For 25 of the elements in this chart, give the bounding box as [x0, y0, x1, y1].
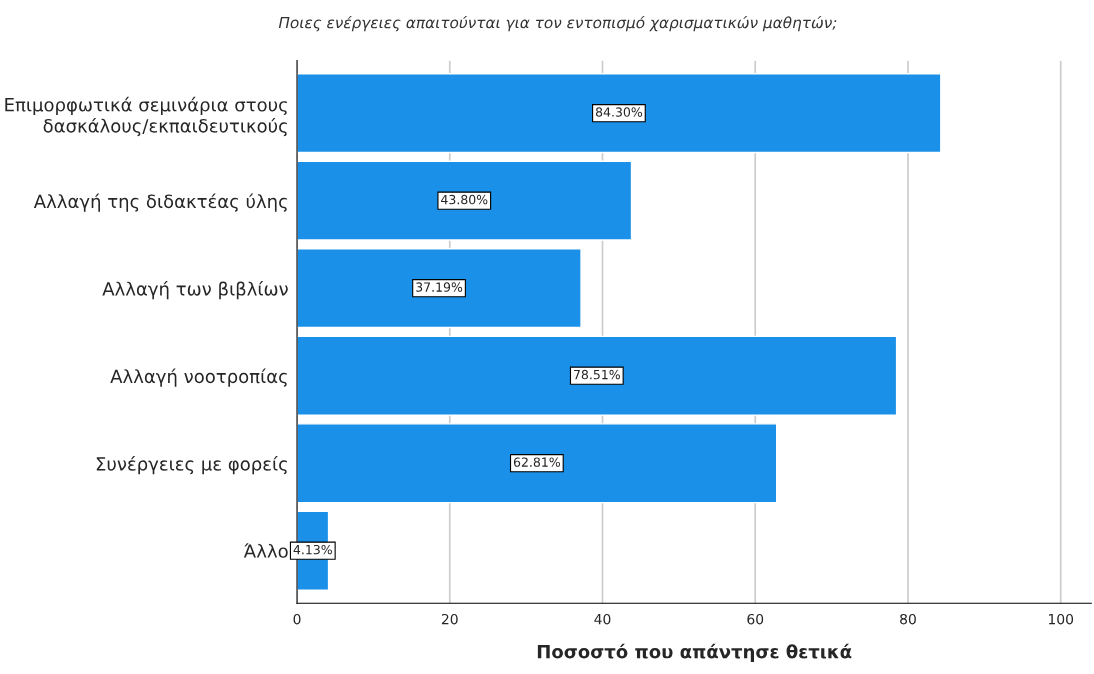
data-label: 62.81%: [513, 457, 560, 467]
y-tick-label: Αλλαγή των βιβλίων: [102, 280, 288, 300]
bar: [297, 335, 898, 416]
x-tick-label: 80: [900, 613, 916, 625]
data-label: 43.80%: [441, 194, 488, 205]
x-tick-label: 0: [293, 613, 301, 625]
x-tick-label: 100: [1048, 613, 1074, 625]
y-tick-label: Συνέργειες με φορείς: [96, 455, 287, 475]
bar: [297, 73, 942, 154]
x-axis-title: Ποσοστό που απάντησε θετικά: [537, 643, 852, 662]
x-tick-label: 20: [441, 613, 458, 625]
bar: [297, 423, 778, 504]
y-tick-label: Επιμορφωτικά σεμινάρια στους δασκάλους/εκπαιδευτικούς: [5, 96, 287, 137]
bar: [297, 248, 582, 329]
y-tick-label: Άλλο: [243, 543, 288, 558]
y-tick-label: Αλλαγή της διδακτέας ύλης: [33, 193, 287, 212]
y-tick-label: Αλλαγή νοοτροπίας: [110, 368, 287, 387]
bar: [297, 160, 633, 241]
x-tick-label: 40: [594, 613, 611, 625]
chart-title: Ποιες ενέργειες απαιτούνται για τον εντοπισμό χαρισματικών μαθητών;: [278, 15, 837, 32]
x-tick-label: 60: [747, 613, 764, 625]
data-label: 4.13%: [293, 544, 332, 555]
data-label: 84.30%: [595, 107, 643, 117]
data-label: 78.51%: [574, 369, 620, 380]
data-label: 37.19%: [416, 282, 463, 292]
